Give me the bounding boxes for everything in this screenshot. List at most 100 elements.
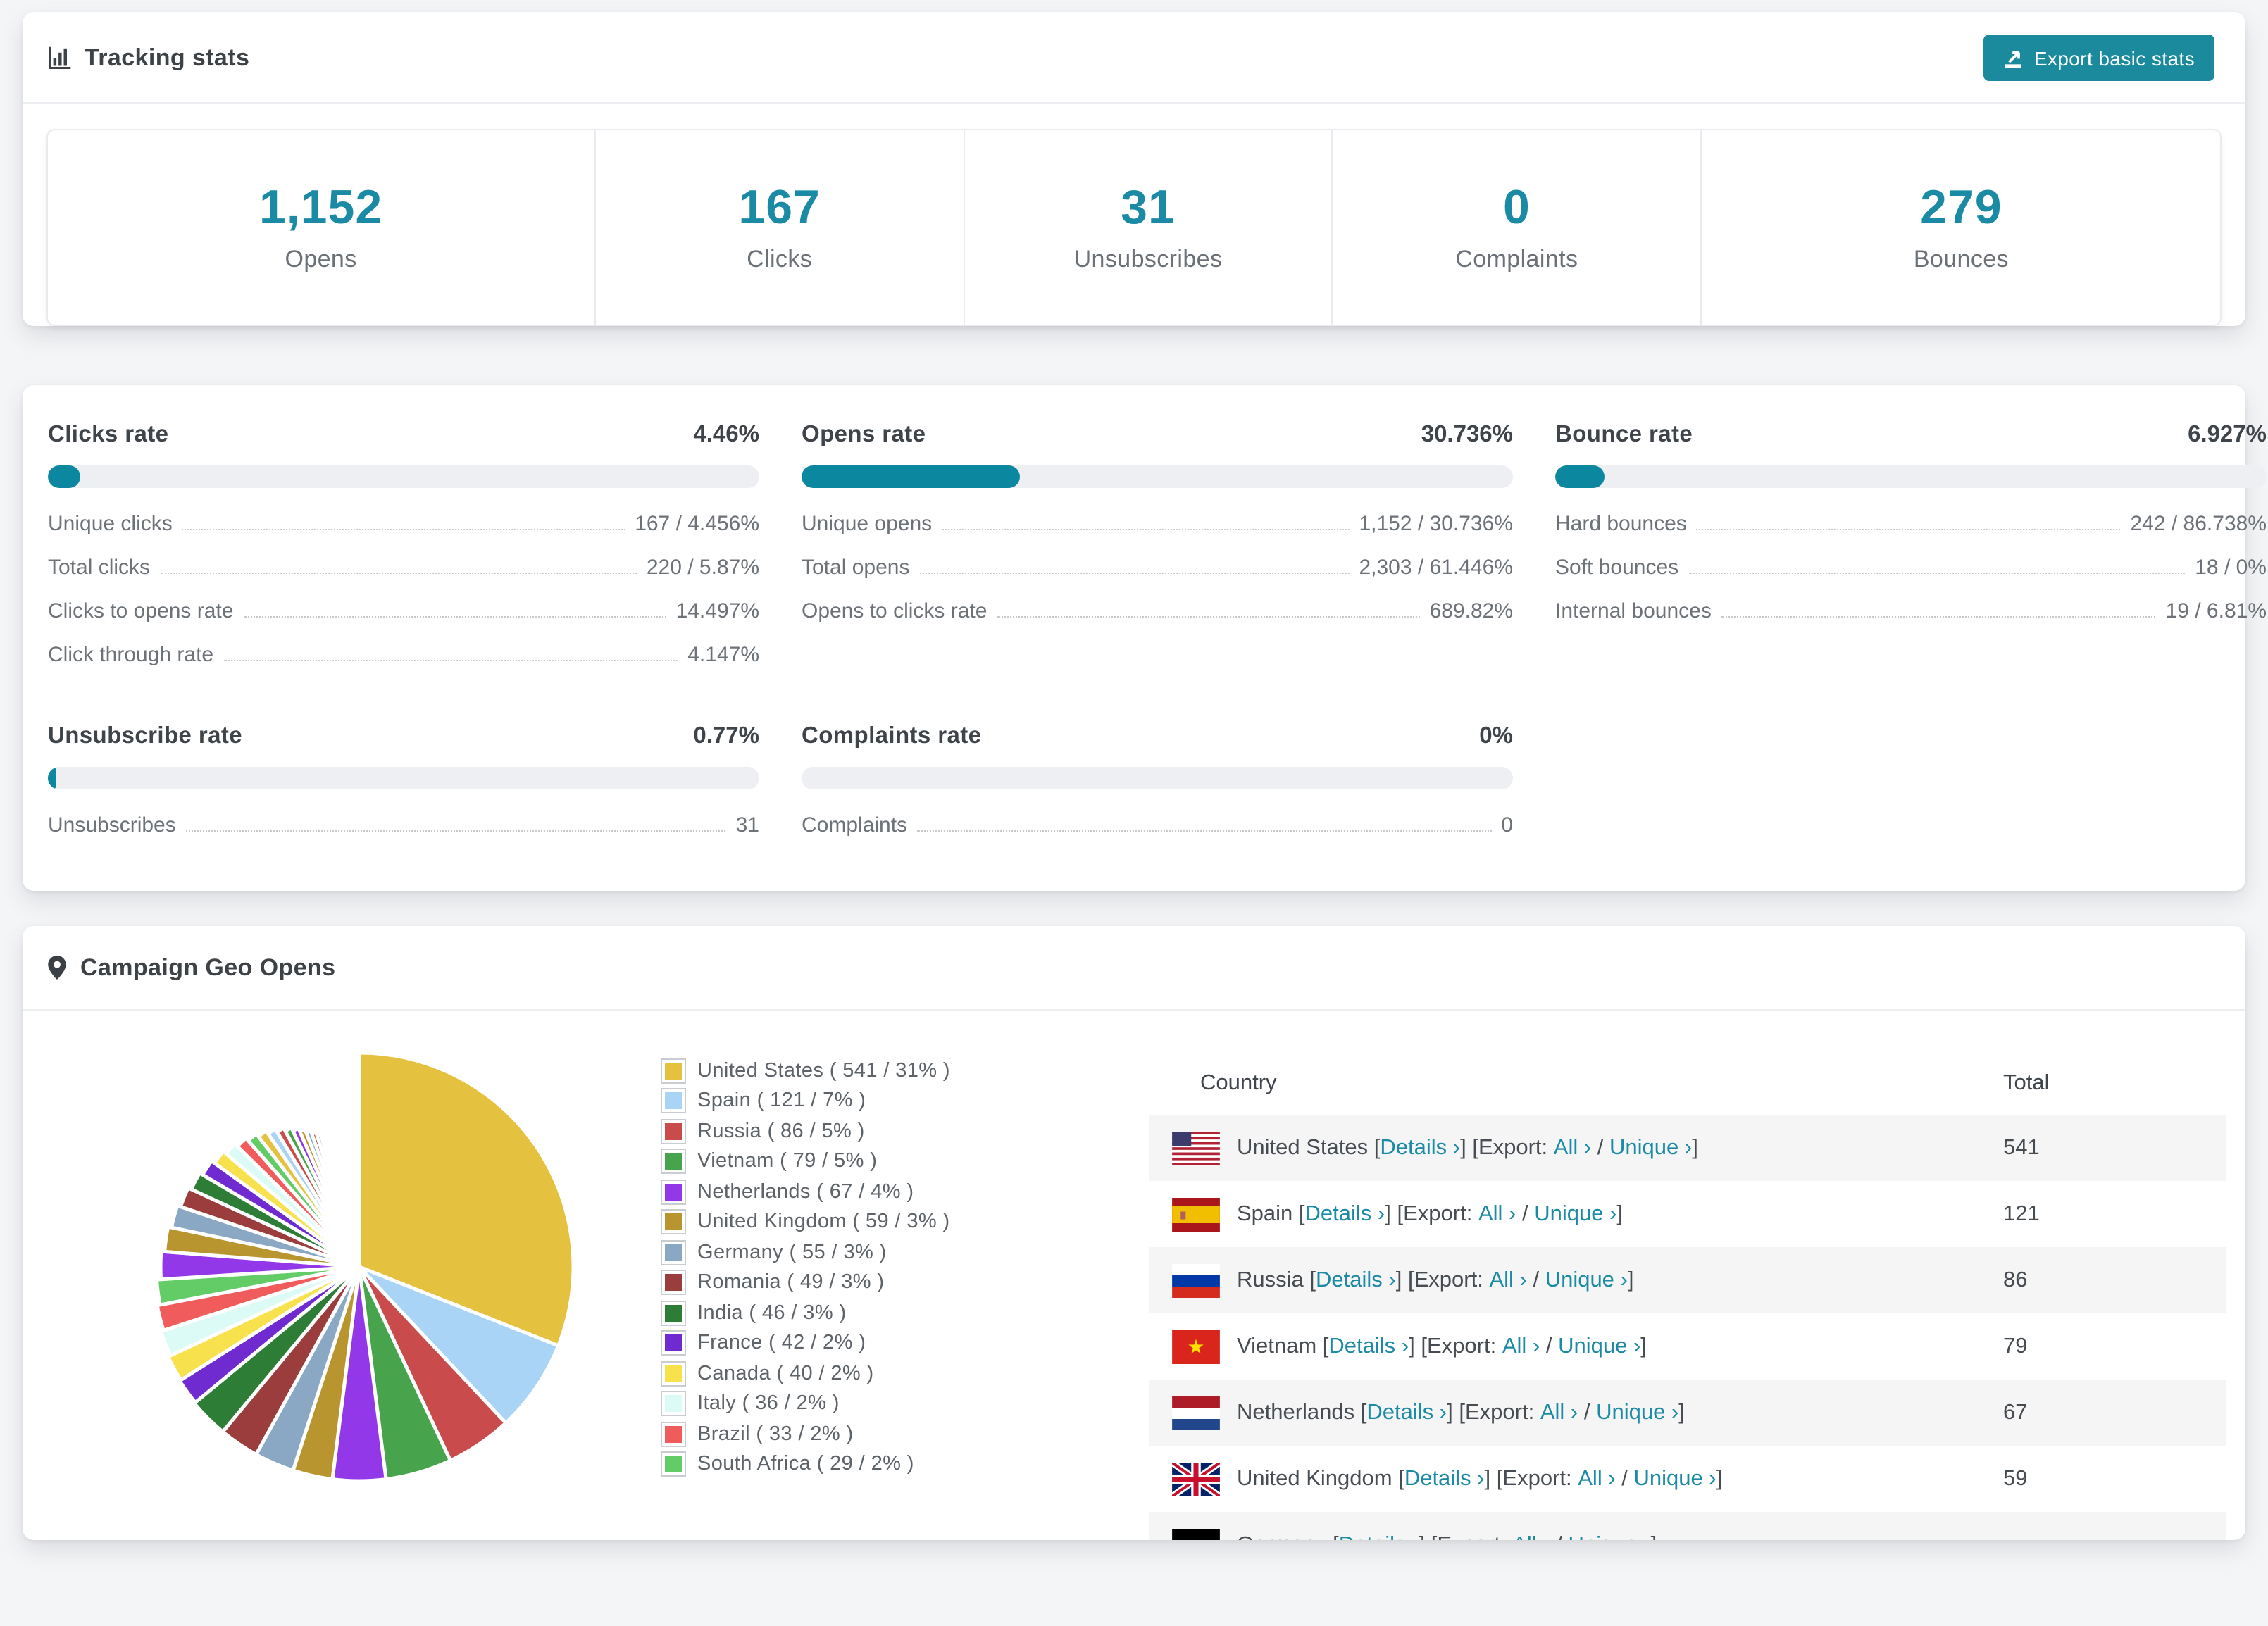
legend-label: Spain ( 121 / 7% ) <box>697 1090 866 1113</box>
rate-title: Unsubscribe rate <box>48 723 242 750</box>
map-pin-icon <box>48 956 66 980</box>
details-link[interactable]: Details › <box>1305 1201 1385 1227</box>
dotted-leader <box>942 529 1349 530</box>
bracket: [ <box>1408 1268 1414 1293</box>
legend-item: South Africa ( 29 / 2% ) <box>662 1449 950 1480</box>
bracket: [ <box>1374 1135 1381 1161</box>
export-label: Export: <box>1478 1135 1554 1161</box>
rate-detail-label: Unsubscribes <box>48 813 176 837</box>
legend-item: Spain ( 121 / 7% ) <box>662 1086 950 1116</box>
unsubscribe-rate-block: Unsubscribe rate 0.77% Unsubscribes 31 <box>48 723 759 837</box>
dotted-leader <box>917 830 1491 832</box>
table-row-nl: Netherlands [Details ›] [Export: All › /… <box>1149 1380 2226 1446</box>
legend-swatch <box>662 1272 685 1294</box>
export-unique-link[interactable]: Unique › <box>1534 1201 1616 1227</box>
export-unique-link[interactable]: Unique › <box>1568 1532 1650 1540</box>
legend-swatch <box>662 1120 685 1143</box>
progress-bar <box>1555 465 2267 488</box>
rate-value: 0.77% <box>693 723 759 750</box>
rate-detail-value: 242 / 86.738% <box>2131 512 2267 536</box>
export-label: Export: <box>1502 1466 1578 1491</box>
legend-swatch <box>662 1090 685 1113</box>
legend-item: Vietnam ( 79 / 5% ) <box>662 1146 950 1177</box>
total-cell: 59 <box>2003 1466 2226 1491</box>
stat-label: Opens <box>285 246 356 274</box>
details-link[interactable]: Details › <box>1339 1532 1419 1540</box>
rate-detail-label: Complaints <box>802 813 907 837</box>
details-link[interactable]: Details › <box>1316 1268 1396 1293</box>
details-link[interactable]: Details › <box>1366 1400 1447 1425</box>
stat-value: 31 <box>1121 181 1176 236</box>
slash: / <box>1540 1334 1558 1359</box>
export-label: Export: <box>1465 1400 1540 1425</box>
legend-label: South Africa ( 29 / 2% ) <box>697 1453 914 1476</box>
export-all-link[interactable]: All › <box>1502 1334 1540 1359</box>
legend-swatch <box>662 1393 685 1415</box>
rate-detail-value: 0 <box>1501 813 1513 837</box>
export-basic-stats-button[interactable]: Export basic stats <box>1983 35 2214 81</box>
export-all-link[interactable]: All › <box>1512 1532 1550 1540</box>
export-unique-link[interactable]: Unique › <box>1558 1334 1640 1359</box>
bracket: ] <box>1447 1400 1459 1425</box>
rate-detail-value: 1,152 / 30.736% <box>1359 512 1513 536</box>
export-all-link[interactable]: All › <box>1554 1135 1591 1161</box>
details-link[interactable]: Details › <box>1404 1466 1485 1491</box>
geo-pie-chart <box>127 1034 592 1499</box>
rate-title: Clicks rate <box>48 422 168 449</box>
bracket: [ <box>1323 1334 1329 1359</box>
legend-label: Brazil ( 33 / 2% ) <box>697 1423 854 1446</box>
rate-detail-label: Unique clicks <box>48 512 173 536</box>
table-row-us: United States [Details ›] [Export: All ›… <box>1149 1115 2226 1181</box>
bracket: ] <box>1409 1334 1421 1359</box>
export-unique-link[interactable]: Unique › <box>1609 1135 1692 1161</box>
bracket: ] <box>1678 1400 1685 1425</box>
rate-title: Complaints rate <box>802 723 981 750</box>
legend-swatch <box>662 1453 685 1476</box>
rate-detail-value: 19 / 6.81% <box>2166 599 2267 623</box>
export-label: Export: <box>1414 1268 1490 1293</box>
legend-swatch <box>662 1060 685 1082</box>
table-row-vn: Vietnam [Details ›] [Export: All › / Uni… <box>1149 1313 2226 1380</box>
legend-label: Canada ( 40 / 2% ) <box>697 1363 874 1385</box>
export-all-link[interactable]: All › <box>1489 1268 1526 1293</box>
export-unique-link[interactable]: Unique › <box>1545 1268 1628 1293</box>
dotted-leader <box>1721 616 2156 618</box>
table-row-es: Spain [Details ›] [Export: All › / Uniqu… <box>1149 1181 2226 1247</box>
country-cell: Netherlands [Details ›] [Export: All › /… <box>1149 1396 2003 1430</box>
rate-detail-value: 31 <box>736 813 759 837</box>
country-cell: Spain [Details ›] [Export: All › / Uniqu… <box>1149 1197 2003 1231</box>
country-name: United States <box>1237 1135 1374 1161</box>
legend-label: India ( 46 / 3% ) <box>697 1302 847 1325</box>
export-unique-link[interactable]: Unique › <box>1634 1466 1716 1491</box>
tracking-stats-header: Tracking stats Export basic stats <box>23 12 2245 104</box>
dotted-leader <box>223 660 678 661</box>
total-cell: 541 <box>2003 1135 2226 1161</box>
legend-label: Vietnam ( 79 / 5% ) <box>697 1151 877 1173</box>
export-all-link[interactable]: All › <box>1478 1201 1516 1227</box>
details-link[interactable]: Details › <box>1328 1334 1409 1359</box>
export-label: Export: <box>1403 1201 1478 1227</box>
total-cell: 121 <box>2003 1201 2226 1227</box>
export-all-link[interactable]: All › <box>1540 1400 1578 1425</box>
gb-flag-icon <box>1172 1462 1220 1496</box>
us-flag-icon <box>1172 1131 1220 1165</box>
progress-bar <box>48 465 759 488</box>
stat-label: Bounces <box>1914 246 2009 274</box>
bracket: ] <box>1419 1532 1431 1540</box>
legend-item: United Kingdom ( 59 / 3% ) <box>662 1207 950 1237</box>
dotted-leader <box>1688 573 2185 574</box>
export-all-link[interactable]: All › <box>1578 1466 1615 1491</box>
country-cell: United Kingdom [Details ›] [Export: All … <box>1149 1462 2003 1496</box>
slash: / <box>1591 1135 1609 1161</box>
es-flag-icon <box>1172 1197 1220 1231</box>
export-unique-link[interactable]: Unique › <box>1596 1400 1678 1425</box>
details-link[interactable]: Details › <box>1380 1135 1460 1161</box>
geo-opens-header: Campaign Geo Opens <box>23 926 2245 1011</box>
vn-flag-icon <box>1172 1330 1220 1363</box>
rate-detail-label: Internal bounces <box>1555 599 1712 623</box>
